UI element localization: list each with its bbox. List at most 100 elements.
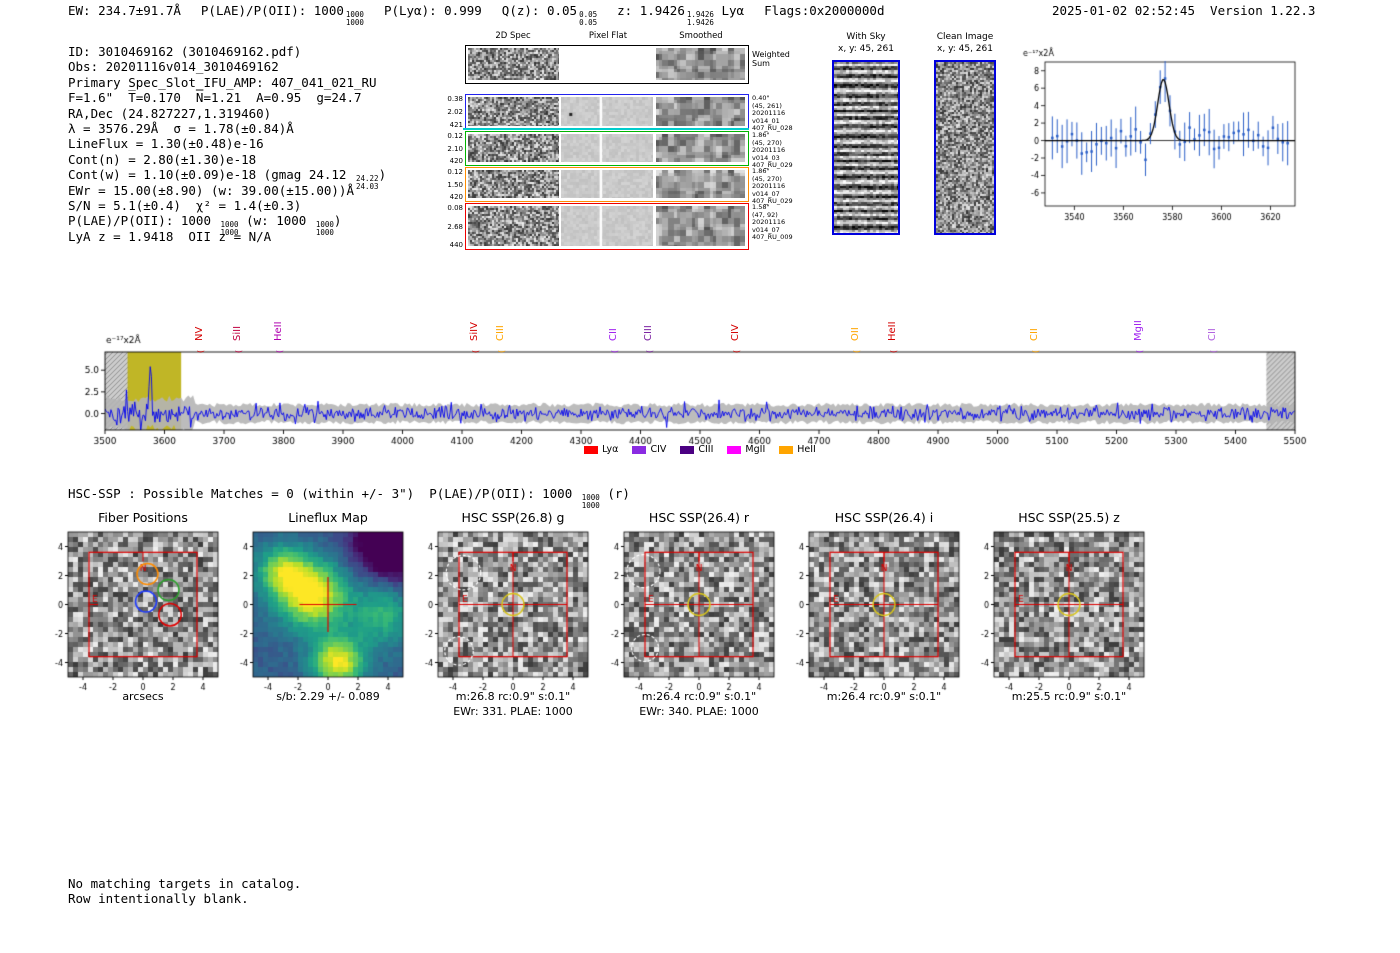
clean-image-title: Clean Image <box>936 32 994 42</box>
info-text: Cont(w) = 1.10(±0.09)e-18 (gmag 24.12 <box>68 167 354 183</box>
spec2d-row <box>465 167 749 202</box>
legend-swatch <box>779 445 794 454</box>
cutout-xlabel: s/b: 2.29 +/- 0.089 <box>276 690 380 703</box>
with-sky-title: With Sky <box>846 32 886 42</box>
cutout-xlabel: m:26.4 rc:0.9" s:0.1" <box>641 690 757 703</box>
spec2d-2d-image <box>468 206 559 246</box>
spec2d-smoothed-image <box>656 48 745 80</box>
spec2d-row-annotation: 1.58" (47, 92) 20201116 v014_07 407_RU_009 <box>752 203 793 242</box>
cutout-title: Lineflux Map <box>288 510 368 525</box>
spec2d-row-annotation: 1.86" (45, 270) 20201116 v014_07 407_RU_029 <box>752 167 793 206</box>
line-marker: ( <box>1208 349 1218 353</box>
spec2d-row <box>465 131 749 166</box>
legend-item-civ: CIV <box>632 444 666 455</box>
spec2d-2d-image <box>468 48 559 80</box>
hsc-text: HSC-SSP : Possible Matches = 0 (within +… <box>68 486 580 501</box>
catalog-match-footer: No matching targets in catalog. Row inten… <box>68 876 301 907</box>
cutout-title: HSC SSP(26.4) r <box>648 510 750 525</box>
cutout-xlabel: m:26.8 rc:0.9" s:0.1" <box>455 690 571 703</box>
line-marker: ( <box>274 349 284 353</box>
info-line: P(LAE)/P(OII): 1000 1000 1000 (w: 1000 10… <box>68 213 386 236</box>
info-line: LineFlux = 1.30(±0.48)e-16 <box>68 136 386 151</box>
spec2d-pixelflat-image <box>561 97 653 126</box>
info-line: Obs: 20201116v014_3010469162 <box>68 59 386 74</box>
line-label-siii: SiII <box>232 325 244 341</box>
legend-item-mgii: MgII <box>727 444 765 455</box>
plae-poii-value: P(LAE)/P(OII): 1000 1000 1000 <box>200 3 364 27</box>
info-line: S/N = 5.1(±0.4) χ² = 1.4(±0.3) <box>68 198 386 213</box>
spec2d-2d-image <box>468 170 559 198</box>
legend-item-lyα: Lyα <box>584 444 618 455</box>
legend-label: HeII <box>797 444 816 455</box>
spec2d-row-stats: 0.08 2.68 440 <box>447 204 463 249</box>
spec2d-row-stats: 0.38 2.02 421 <box>447 95 463 129</box>
line-label-nv: NV <box>194 326 206 341</box>
cutout-image-1 <box>38 530 223 692</box>
info-text: Obs: 20201116v014_3010469162 <box>68 59 279 75</box>
spec2d-col-header: 2D Spec <box>495 31 531 41</box>
spec2d-smoothed-image <box>656 97 745 126</box>
info-text: F=1.6" T̅=0.170 N̅=1.21 A=0.95 g=24.7 <box>68 90 362 106</box>
line-marker: ( <box>234 349 244 353</box>
detection-info-block: ID: 3010469162 (3010469162.pdf) Obs: 2020… <box>68 44 386 244</box>
cutout-image-2 <box>223 530 408 692</box>
line-marker: ( <box>471 349 481 353</box>
with-sky-coords: x, y: 45, 261 <box>838 44 894 54</box>
summary-header: EW: 234.7±91.7Å P(LAE)/P(OII): 1000 1000 1… <box>68 3 884 26</box>
spec2d-col-header: Smoothed <box>679 31 723 41</box>
info-text: RA,Dec (24.827227,1.319460) <box>68 105 272 121</box>
z-value: z: 1.9426 1.9426 1.9426 Lyα <box>617 3 745 27</box>
line-label-cii: CII <box>1206 328 1218 341</box>
info-text: ID: 3010469162 (3010469162.pdf) <box>68 44 302 59</box>
cutout-title: Fiber Positions <box>98 510 188 525</box>
line-label-oii: OII <box>849 327 861 341</box>
info-fraction: 24.22 24.03 <box>355 174 379 191</box>
legend-label: CIII <box>698 444 714 455</box>
info-line: λ = 3576.29Å σ = 1.78(±0.84)Å <box>68 121 386 136</box>
spec2d-pixelflat-image <box>561 134 653 162</box>
spec2d-col-header: Pixel Flat <box>588 31 628 41</box>
info-line: ID: 3010469162 (3010469162.pdf) <box>68 44 386 59</box>
line-label-cii: CII <box>1028 328 1040 341</box>
hsc-fraction: 1000 1000 <box>581 493 600 510</box>
info-fraction: 1000 1000 <box>220 220 239 237</box>
ew-value: EW: 234.7±91.7Å <box>68 3 181 18</box>
info-text: ) <box>378 167 387 183</box>
info-line: Cont(w) = 1.10(±0.09)e-18 (gmag 24.12 24… <box>68 167 387 190</box>
cutout-caption: EWr: 340. PLAE: 1000 <box>639 705 759 718</box>
spec2d-weighted-label: Weighted Sum <box>752 50 790 68</box>
clean-image-coords: x, y: 45, 261 <box>937 44 993 54</box>
info-line: Primary Spec_Slot_IFU_AMP: 407_041_021_R… <box>68 75 386 90</box>
line-label-mgii: MgII <box>1132 320 1144 341</box>
info-text: λ = 3576.29Å σ = 1.78(±0.84)Å <box>68 120 294 136</box>
clean-image <box>934 60 996 235</box>
classification-label: Lyα <box>721 3 745 18</box>
line-label-ciii: CIII <box>642 325 654 341</box>
spectrum-legend: Lyα CIV CIII MgII HeII <box>450 444 950 455</box>
spec2d-row-annotation: 0.40" (45, 261) 20201116 v014_01 407_RU_028 <box>752 94 793 133</box>
line-label-ciii: CIII <box>495 325 507 341</box>
cutout-image-3 <box>408 530 593 692</box>
line-marker: ( <box>731 349 741 353</box>
cutout-xlabel: arcsecs <box>122 690 164 703</box>
spec2d-row <box>465 45 749 84</box>
cutout-xlabel: m:26.4 rc:0.9" s:0.1" <box>826 690 942 703</box>
legend-item-ciii: CIII <box>680 444 713 455</box>
spec2d-pixelflat-image <box>561 170 653 198</box>
line-marker: ( <box>1030 349 1040 353</box>
z-fraction: 1.9426 1.9426 <box>686 10 714 27</box>
line-label-heii: HeII <box>887 321 899 341</box>
legend-label: MgII <box>745 444 766 455</box>
line-label-siiv: SiIV <box>469 322 481 341</box>
line-marker: ( <box>851 349 861 353</box>
spec2d-smoothed-image <box>656 170 745 198</box>
cutout-title: HSC SSP(25.5) z <box>1018 510 1120 525</box>
line-marker: ( <box>644 349 654 353</box>
plae-fraction: 1000 1000 <box>345 10 364 27</box>
line-marker: ( <box>1134 349 1144 353</box>
info-text: (w: 1000 <box>238 213 314 229</box>
cutout-image-5 <box>779 530 964 692</box>
cutout-title: HSC SSP(26.8) g <box>461 510 565 525</box>
info-line: LyA z = 1.9418 OII z = N/A <box>68 229 386 244</box>
